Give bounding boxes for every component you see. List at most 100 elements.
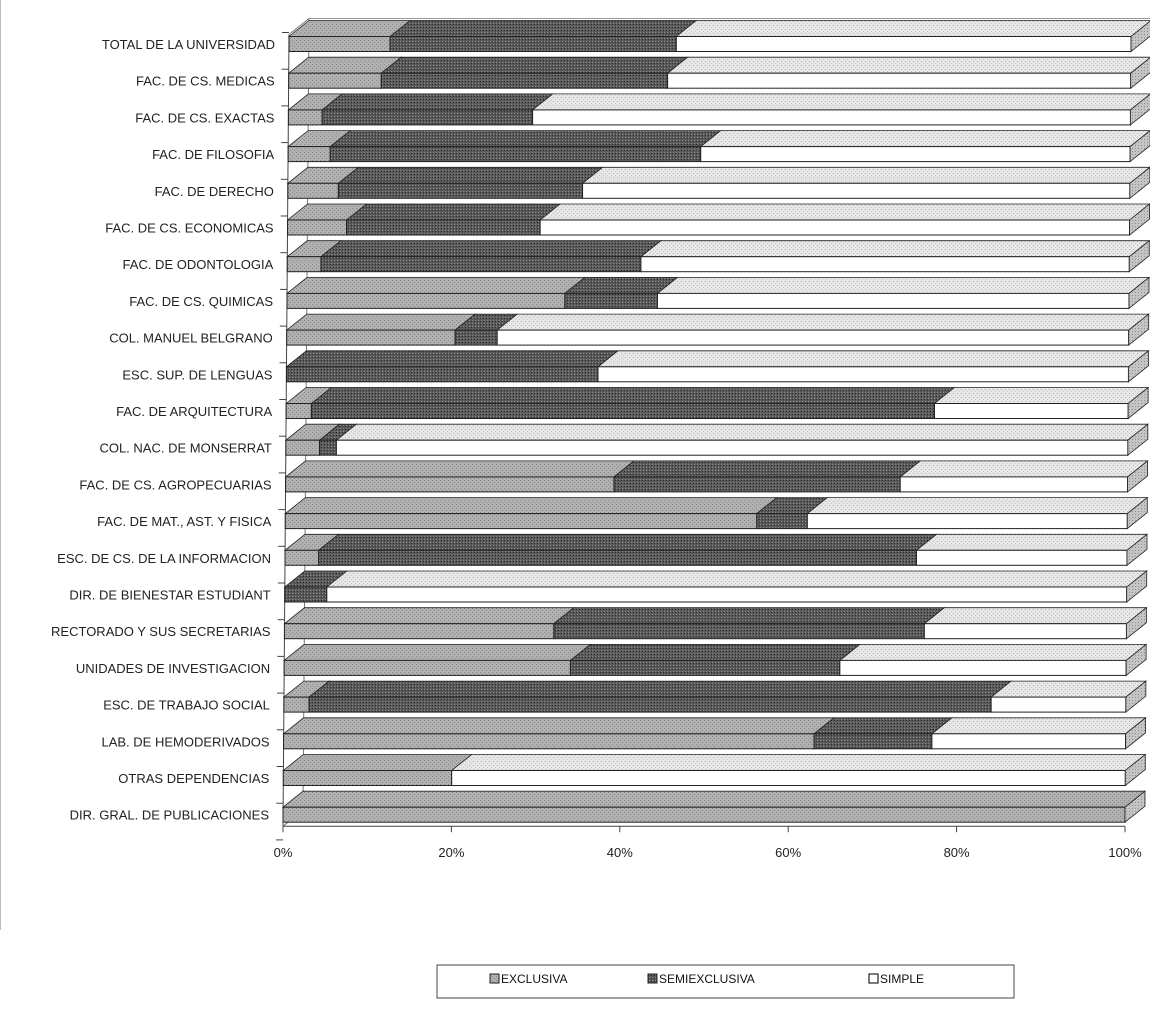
- bar-end-cap: [1126, 606, 1147, 640]
- bar-segment-exclusiva: [287, 109, 323, 126]
- bar-row-fac-de-cs-agropecuarias: [284, 460, 1149, 493]
- bar-end-cap: [1127, 423, 1149, 457]
- bar-top-semiexclusiva: [612, 460, 922, 478]
- bar-segment-semiexclusiva: [813, 733, 933, 750]
- bar-segment-simple: [532, 109, 1131, 126]
- bar-row-otras-dependencias: [282, 753, 1147, 787]
- bar-row-esc-de-cs-de-la-informacion: [283, 533, 1149, 567]
- legend-label-exclusiva: EXCLUSIVA: [501, 972, 567, 986]
- bar-top-simple: [675, 20, 1150, 37]
- bar-segment-semiexclusiva: [284, 586, 328, 603]
- bar-top-exclusiva: [281, 790, 1147, 808]
- category-label: OTRAS DEPENDENCIAS: [118, 771, 269, 786]
- bar-end-cap: [1125, 680, 1147, 713]
- bar-segment-simple: [335, 439, 1129, 456]
- bar-segment-simple: [931, 733, 1127, 750]
- bar-top-exclusiva: [285, 313, 477, 331]
- bar-segment-semiexclusiva: [389, 36, 677, 52]
- bar-segment-exclusiva: [288, 36, 391, 52]
- bar-top-simple: [450, 754, 1147, 771]
- bar-segment-simple: [640, 256, 1130, 273]
- bar-top-simple: [325, 570, 1148, 588]
- x-tick-label: 100%: [1108, 845, 1142, 860]
- category-label: FAC. DE CS. ECONOMICAS: [105, 221, 274, 236]
- bar-row-dir-gral-de-publicaciones: [281, 790, 1147, 824]
- bar-row-fac-de-derecho: [286, 166, 1150, 200]
- legend: EXCLUSIVA SEMIEXCLUSIVA SIMPLE: [436, 964, 1015, 999]
- category-label: TOTAL DE LA UNIVERSIDAD: [102, 37, 275, 52]
- bar-segment-semiexclusiva: [320, 256, 642, 273]
- legend-box: [436, 964, 1015, 999]
- bar-segment-simple: [539, 219, 1131, 236]
- bar-top-semiexclusiva: [380, 56, 689, 74]
- bar-segment-simple: [990, 696, 1127, 713]
- bar-segment-exclusiva: [282, 770, 453, 786]
- bar-top-simple: [838, 644, 1148, 661]
- bar-segment-simple: [806, 513, 1128, 530]
- bar-segment-exclusiva: [286, 256, 322, 273]
- bar-segment-exclusiva: [283, 733, 815, 750]
- category-label: FAC. DE FILOSOFIA: [152, 147, 274, 162]
- bar-end-cap: [1130, 20, 1150, 53]
- bar-top-semiexclusiva: [317, 533, 938, 551]
- bar-top-exclusiva: [285, 276, 587, 294]
- bar-segment-simple: [899, 476, 1129, 493]
- bar-end-cap: [1128, 276, 1150, 310]
- bar-row-fac-de-mat-ast-y-fisica: [284, 496, 1149, 530]
- bar-row-esc-de-trabajo-social: [282, 680, 1147, 713]
- legend-label-semiexclusiva: SEMIEXCLUSIVA: [659, 972, 755, 986]
- bar-top-semiexclusiva: [345, 203, 562, 221]
- bar-top-simple: [923, 607, 1148, 625]
- bar-top-semiexclusiva: [812, 717, 954, 735]
- bar-segment-simple: [933, 403, 1129, 419]
- category-label: FAC. DE CS. AGROPECUARIAS: [79, 477, 271, 492]
- category-label: ESC. DE CS. DE LA INFORMACION: [57, 551, 271, 566]
- bar-end-cap: [1126, 496, 1148, 530]
- bar-top-simple: [699, 130, 1150, 148]
- axes: [0, 0, 1150, 930]
- bar-segment-exclusiva: [283, 696, 310, 713]
- bar-row-rectorado-y-sus-secretarias: [283, 606, 1148, 640]
- bar-end-cap: [1130, 93, 1150, 126]
- bar-segment-simple: [597, 366, 1129, 383]
- bar-segment-exclusiva: [286, 292, 566, 309]
- bar-row-fac-de-filosofia: [287, 130, 1150, 163]
- bar-segment-exclusiva: [282, 806, 1126, 823]
- bar-segment-exclusiva: [284, 513, 758, 530]
- category-label: RECTORADO Y SUS SECRETARIAS: [51, 624, 271, 639]
- bar-row-col-nac-de-monserrat: [284, 423, 1149, 457]
- bar-segment-exclusiva: [288, 72, 382, 89]
- category-label: FAC. DE MAT., AST. Y FISICA: [97, 514, 271, 529]
- bar-top-simple: [639, 240, 1150, 258]
- category-label: FAC. DE ARQUITECTURA: [116, 404, 272, 419]
- bar-top-semiexclusiva: [310, 387, 956, 404]
- bar-segment-simple: [496, 329, 1130, 346]
- bar-top-exclusiva: [284, 497, 778, 514]
- bar-end-cap: [1125, 716, 1146, 750]
- bar-segment-semiexclusiva: [454, 329, 498, 346]
- bar-top-simple: [656, 276, 1150, 294]
- bar-top-semiexclusiva: [319, 240, 663, 258]
- bar-top-semiexclusiva: [388, 20, 698, 37]
- bar-segment-semiexclusiva: [318, 549, 917, 566]
- bar-segment-semiexclusiva: [569, 659, 841, 676]
- category-label: FAC. DE ODONTOLOGIA: [123, 257, 274, 272]
- bar-segment-exclusiva: [287, 146, 331, 163]
- bar-end-cap: [1126, 570, 1148, 603]
- bar-row-fac-de-odontologia: [286, 239, 1150, 273]
- bar-segment-semiexclusiva: [380, 72, 669, 89]
- bar-segment-exclusiva: [286, 329, 456, 346]
- bars: [281, 20, 1150, 824]
- category-label: COL. MANUEL BELGRANO: [109, 331, 273, 346]
- bar-row-fac-de-cs-economicas: [286, 203, 1150, 236]
- category-label: LAB. DE HEMODERIVADOS: [101, 734, 269, 749]
- bar-top-exclusiva: [287, 20, 412, 37]
- category-label: FAC. DE CS. EXACTAS: [135, 110, 275, 125]
- bar-end-cap: [1128, 313, 1150, 346]
- bar-top-simple: [496, 313, 1150, 331]
- bar-top-simple: [531, 93, 1150, 111]
- bar-end-cap: [1128, 239, 1150, 273]
- legend-swatch-semiexclusiva: [647, 973, 658, 984]
- bar-end-cap: [1124, 790, 1146, 824]
